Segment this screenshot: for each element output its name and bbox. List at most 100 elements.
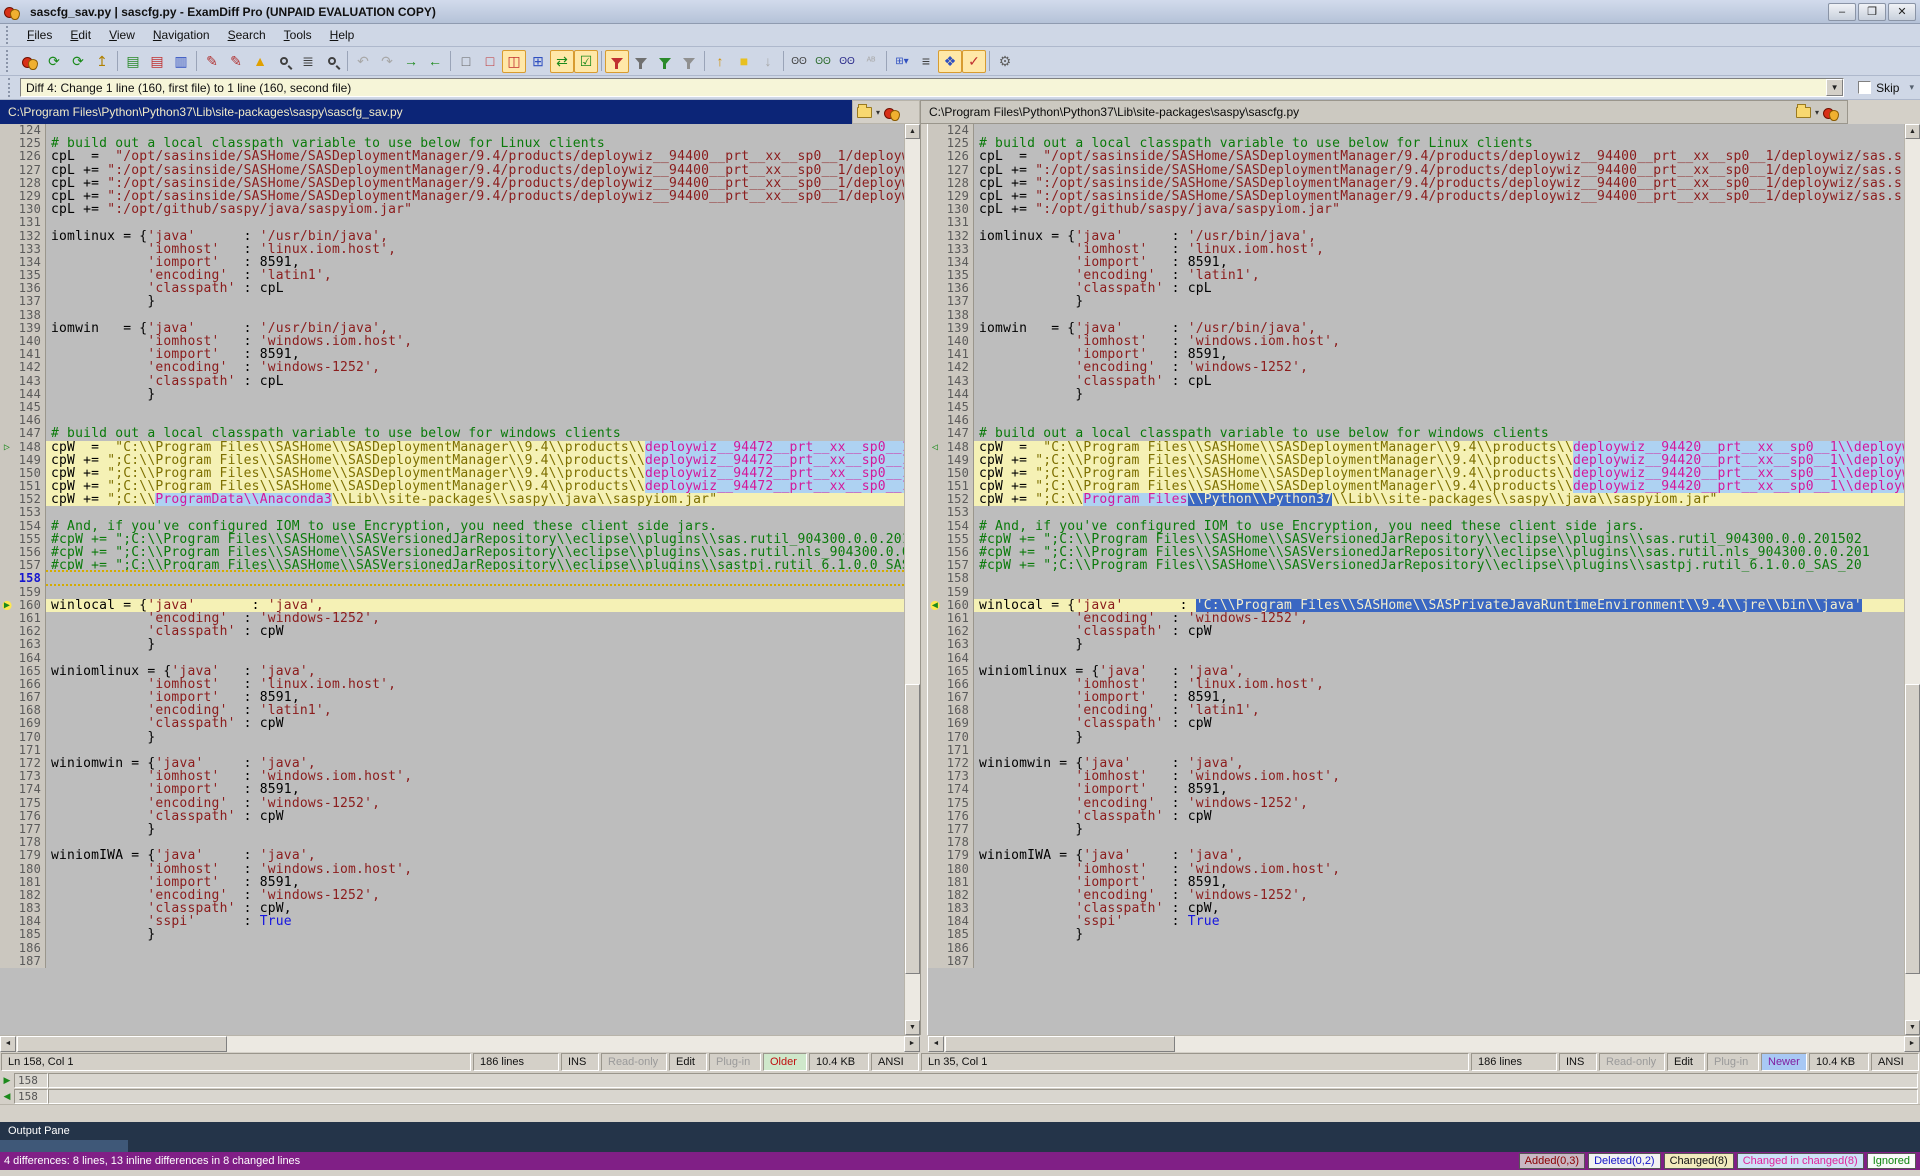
- line-number[interactable]: 145: [14, 400, 46, 415]
- right-file-path-header[interactable]: C:\Program Files\Python\Python37\Lib\sit…: [920, 100, 1848, 124]
- line-number[interactable]: 146: [14, 413, 46, 428]
- code-line-146[interactable]: 146: [0, 413, 904, 428]
- code-line-142[interactable]: 142 'encoding' : 'windows-1252',: [928, 361, 1904, 375]
- line-number[interactable]: 137: [14, 295, 46, 309]
- line-number[interactable]: 171: [14, 743, 46, 757]
- code-line-172[interactable]: 172 winiomwin = {'java' : 'java',: [0, 756, 904, 771]
- line-number[interactable]: 148: [942, 440, 974, 454]
- code-line-169[interactable]: 169 'classpath' : cpW: [0, 717, 904, 731]
- line-number[interactable]: 132: [942, 229, 974, 243]
- code-line-138[interactable]: 138: [928, 308, 1904, 322]
- line-number[interactable]: 178: [14, 835, 46, 850]
- code-line-181[interactable]: 181 'iomport' : 8591,: [0, 875, 904, 889]
- line-number[interactable]: 151: [14, 479, 46, 494]
- code-line-184[interactable]: 184 'sspi' : True: [928, 915, 1904, 929]
- line-number[interactable]: 168: [942, 704, 974, 718]
- scroll-left-icon[interactable]: ◄: [0, 1036, 16, 1052]
- code-line-152[interactable]: 152 cpW += ";C:\\Program Files\\Python\\P…: [928, 493, 1904, 507]
- last-diff-icon[interactable]: ↓: [764, 53, 772, 69]
- code-line-154[interactable]: 154 # And, if you've configured IOM to us…: [928, 519, 1904, 533]
- line-number[interactable]: 167: [942, 690, 974, 705]
- right-code-pane[interactable]: 124 125 # build out a local classpath vari…: [928, 124, 1920, 1035]
- line-number[interactable]: 165: [942, 664, 974, 678]
- line-number[interactable]: 157: [942, 558, 974, 573]
- code-line-128[interactable]: 128 cpL += ":/opt/sasinside/SASHome/SASDe…: [928, 176, 1904, 190]
- code-line-132[interactable]: 132 iomlinux = {'java' : '/usr/bin/java',: [928, 229, 1904, 243]
- code-line-135[interactable]: 135 'encoding' : 'latin1',: [928, 268, 1904, 283]
- line-number[interactable]: 153: [14, 506, 46, 520]
- scroll-up-icon[interactable]: ▲: [1905, 124, 1920, 139]
- left-compare-icon[interactable]: [884, 105, 901, 121]
- options-gear-icon[interactable]: ⚙: [998, 52, 1012, 69]
- line-number[interactable]: 172: [942, 756, 974, 771]
- line-number[interactable]: 131: [14, 216, 46, 230]
- code-line-155[interactable]: 155 #cpW += ";C:\\Program Files\\SASHome\…: [928, 532, 1904, 546]
- code-line-151[interactable]: 151 cpW += ";C:\\Program Files\\SASHome\\…: [928, 479, 1904, 494]
- match-case-icon[interactable]: ᴬᴮ: [866, 55, 876, 67]
- left-edit-flag[interactable]: Edit: [669, 1053, 707, 1071]
- split-view-icon[interactable]: ◫: [502, 49, 526, 73]
- line-number[interactable]: 170: [14, 730, 46, 744]
- line-number[interactable]: 133: [942, 242, 974, 256]
- code-line-178[interactable]: 178: [928, 835, 1904, 850]
- code-line-166[interactable]: 166 'iomhost' : 'linux.iom.host',: [928, 677, 1904, 692]
- left-horizontal-scrollbar[interactable]: ◄ ►: [0, 1035, 920, 1052]
- line-number[interactable]: 138: [942, 308, 974, 322]
- code-line-140[interactable]: 140 'iomhost' : 'windows.iom.host',: [928, 334, 1904, 349]
- line-number[interactable]: 139: [14, 321, 46, 335]
- line-number[interactable]: 158: [942, 572, 974, 586]
- code-line-148[interactable]: ▷ 148 cpW = "C:\\Program Files\\SASHome\\S…: [0, 440, 904, 454]
- diff-combobox[interactable]: Diff 4: Change 1 line (160, first file) …: [20, 78, 1845, 97]
- code-line-131[interactable]: 131: [928, 216, 1904, 230]
- line-number[interactable]: 164: [942, 651, 974, 665]
- code-line-153[interactable]: 153: [928, 506, 1904, 520]
- code-line-171[interactable]: 171: [928, 743, 1904, 757]
- line-number[interactable]: 140: [942, 334, 974, 349]
- output-pane-tab[interactable]: [0, 1140, 128, 1152]
- line-number[interactable]: 184: [942, 915, 974, 929]
- line-number[interactable]: 142: [942, 361, 974, 375]
- code-line-182[interactable]: 182 'encoding' : 'windows-1252',: [928, 888, 1904, 903]
- code-line-186[interactable]: 186: [928, 941, 1904, 955]
- line-number[interactable]: 141: [942, 347, 974, 362]
- code-line-184[interactable]: 184 'sspi' : True: [0, 915, 904, 929]
- line-number[interactable]: 133: [14, 242, 46, 256]
- second-file-line-content[interactable]: [48, 1089, 1918, 1104]
- code-line-149[interactable]: 149 cpW += ";C:\\Program Files\\SASHome\\…: [928, 453, 1904, 467]
- line-number[interactable]: 155: [14, 532, 46, 546]
- line-number[interactable]: 161: [14, 611, 46, 626]
- code-line-162[interactable]: 162 'classpath' : cpW: [0, 624, 904, 639]
- line-number[interactable]: 144: [942, 387, 974, 401]
- left-insert-mode[interactable]: INS: [561, 1053, 599, 1071]
- code-line-174[interactable]: 174 'iomport' : 8591,: [928, 783, 1904, 797]
- code-line-144[interactable]: 144 }: [928, 387, 1904, 401]
- code-line-146[interactable]: 146: [928, 413, 1904, 428]
- code-line-164[interactable]: 164: [928, 651, 1904, 665]
- line-number[interactable]: 132: [14, 229, 46, 243]
- line-number[interactable]: 137: [942, 295, 974, 309]
- line-number[interactable]: 135: [942, 268, 974, 283]
- line-number[interactable]: 159: [14, 585, 46, 599]
- right-horizontal-scrollbar[interactable]: ◄ ►: [928, 1035, 1920, 1052]
- line-number[interactable]: 178: [942, 835, 974, 850]
- code-line-166[interactable]: 166 'iomhost' : 'linux.iom.host',: [0, 677, 904, 692]
- code-line-162[interactable]: 162 'classpath' : cpW: [928, 624, 1904, 639]
- next-difference-icon[interactable]: →: [404, 53, 418, 69]
- minimize-button[interactable]: –: [1828, 2, 1856, 21]
- code-line-137[interactable]: 137 }: [928, 295, 1904, 309]
- line-number[interactable]: 174: [942, 783, 974, 797]
- right-readonly-flag[interactable]: Read-only: [1599, 1053, 1665, 1071]
- diff-dropdown-icon[interactable]: ▼: [1826, 79, 1844, 96]
- code-line-178[interactable]: 178: [0, 835, 904, 850]
- menu-item-navigation[interactable]: Navigation: [152, 28, 210, 42]
- line-number[interactable]: 182: [14, 888, 46, 903]
- line-number[interactable]: 183: [942, 901, 974, 916]
- save-all-icon[interactable]: ▥: [174, 52, 188, 69]
- plugins-icon[interactable]: ❖: [938, 49, 962, 73]
- line-number[interactable]: 142: [14, 361, 46, 375]
- code-line-176[interactable]: 176 'classpath' : cpW: [928, 809, 1904, 823]
- menu-grip[interactable]: [6, 26, 14, 44]
- right-insert-mode[interactable]: INS: [1559, 1053, 1597, 1071]
- line-number[interactable]: 158: [14, 572, 46, 586]
- menu-item-view[interactable]: View: [109, 28, 135, 42]
